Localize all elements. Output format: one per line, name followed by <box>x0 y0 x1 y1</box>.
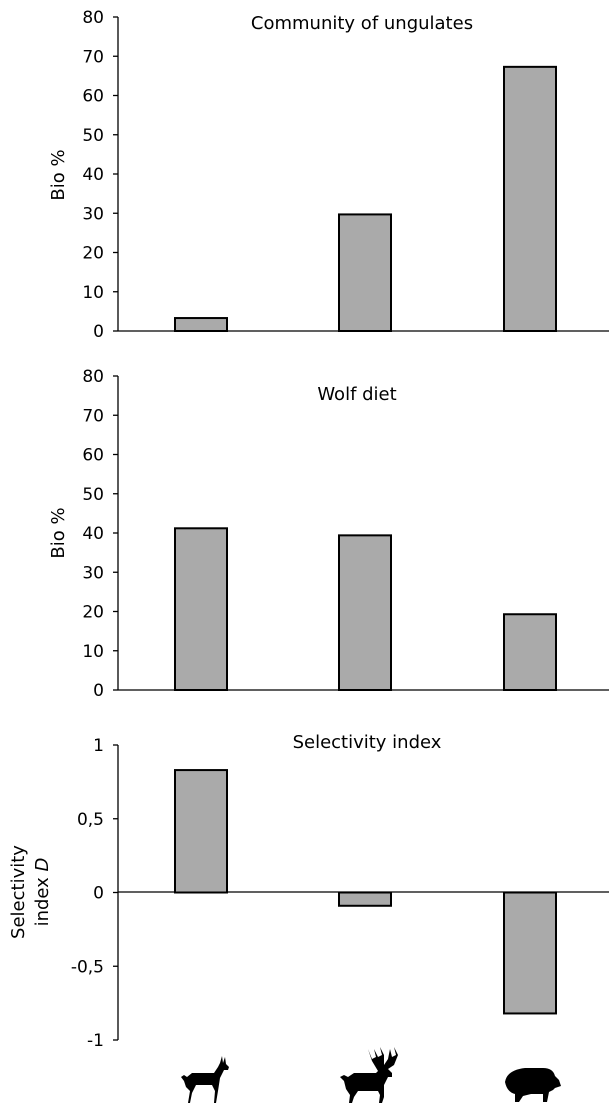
y-tick-label: 50 <box>82 485 104 505</box>
bar-red-deer <box>338 534 392 691</box>
chart-title: Community of ungulates <box>251 13 473 34</box>
bar-wild-boar <box>503 65 557 332</box>
y-tick-label: 20 <box>82 603 104 623</box>
bar-red-deer <box>338 213 392 333</box>
y-tick-label: 20 <box>82 244 104 264</box>
bars <box>174 65 557 333</box>
wild-boar-icon <box>505 1068 561 1102</box>
bar-wild-boar <box>503 613 557 691</box>
red-deer-icon <box>340 1047 398 1103</box>
y-ticks: 0 10 20 30 40 50 60 70 80 <box>82 367 118 701</box>
y-tick-label: 30 <box>82 563 104 583</box>
y-tick-label: -1 <box>87 1031 104 1051</box>
y-tick-label: 80 <box>82 367 104 387</box>
bars <box>174 769 557 1015</box>
y-tick-label: 1 <box>93 736 104 756</box>
y-tick-label: 80 <box>82 8 104 28</box>
y-ticks: 0 10 20 30 40 50 60 70 80 <box>82 8 118 342</box>
y-tick-label: 60 <box>82 446 104 466</box>
y-tick-label: 30 <box>82 204 104 224</box>
bars <box>174 527 557 691</box>
y-tick-label: 10 <box>82 283 104 303</box>
bar-roe-deer <box>174 317 228 332</box>
bar-roe-deer <box>174 769 228 894</box>
y-tick-label: 0 <box>93 322 104 342</box>
y-tick-label: 60 <box>82 87 104 107</box>
chart-title: Wolf diet <box>317 384 396 405</box>
y-tick-label: -0,5 <box>71 957 104 977</box>
bar-wild-boar <box>503 891 557 1015</box>
y-tick-label: 70 <box>82 406 104 426</box>
y-axis-label: Bio % <box>48 507 69 558</box>
chart-selectivity-index: -1 -0,5 0 0,5 1 Selectivity index Selectivit… <box>8 732 609 1051</box>
y-tick-label: 40 <box>82 524 104 544</box>
roe-deer-icon <box>181 1056 229 1103</box>
y-ticks: -1 -0,5 0 0,5 1 <box>71 736 118 1051</box>
y-tick-label: 70 <box>82 47 104 67</box>
bar-red-deer <box>338 891 392 907</box>
y-tick-label: 40 <box>82 165 104 185</box>
y-axis-label-line2: index D <box>32 858 53 927</box>
y-tick-label: 0 <box>93 681 104 701</box>
bar-roe-deer <box>174 527 228 691</box>
y-tick-label: 10 <box>82 642 104 662</box>
y-axis-label: Bio % <box>48 149 69 200</box>
chart-title: Selectivity index <box>293 732 442 753</box>
y-axis-label-line1: Selectivity <box>8 845 29 939</box>
y-tick-label: 0 <box>93 884 104 904</box>
chart-wolf-diet: 0 10 20 30 40 50 60 70 80 Wolf diet Bio % <box>48 367 609 701</box>
y-tick-label: 0,5 <box>77 810 104 830</box>
y-axis-label: Selectivity index D <box>8 845 53 939</box>
chart-community-of-ungulates: 0 10 20 30 40 50 60 70 80 Community of ungulates… <box>48 8 609 342</box>
y-tick-label: 50 <box>82 126 104 146</box>
